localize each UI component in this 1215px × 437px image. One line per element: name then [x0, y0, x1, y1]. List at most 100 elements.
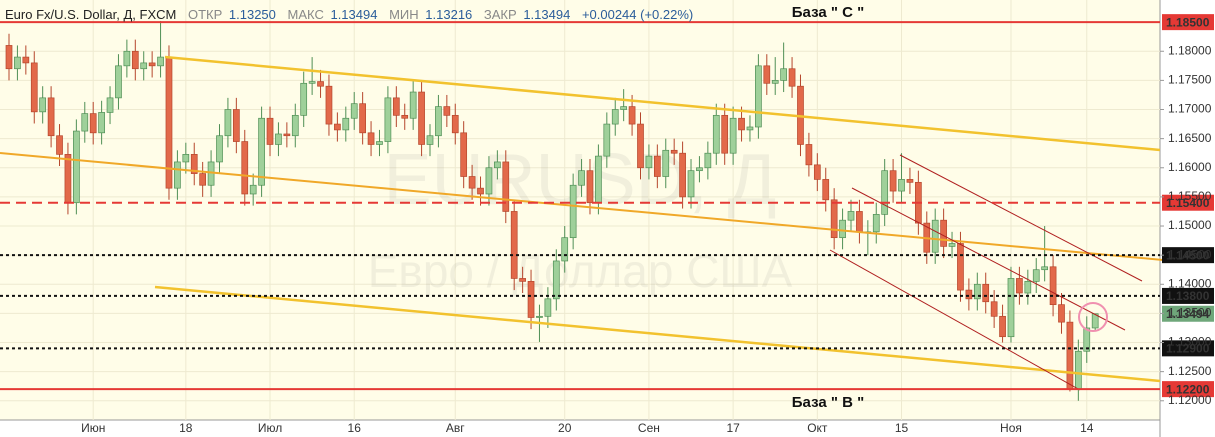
candle-body [510, 211, 518, 279]
candle-body [22, 56, 30, 64]
candle-body [14, 56, 21, 70]
y-tick-label: 1.12500 [1168, 364, 1212, 378]
y-tick-label: 1.18000 [1168, 43, 1212, 57]
candle-body [224, 109, 232, 137]
y-tick-label: 1.17000 [1168, 102, 1212, 116]
candle-body [275, 133, 282, 145]
symbol: Euro Fx/U.S. Dollar, Д, FXCM [5, 7, 176, 22]
candle-body [662, 149, 670, 177]
candle-body [889, 170, 897, 192]
x-tick-label: Авг [446, 421, 465, 435]
annotation: База " В " [792, 394, 864, 411]
candle-body [350, 103, 358, 119]
candle-body [258, 117, 265, 186]
candle-body [30, 62, 38, 113]
time-axis [0, 420, 1160, 437]
candles [5, 20, 1099, 401]
trendline [164, 55, 1161, 152]
y-tick-label: 1.12000 [1168, 393, 1212, 407]
candle-body [451, 114, 459, 134]
level-label-box [1162, 381, 1214, 398]
level-label: 1.18500 [1166, 15, 1210, 29]
y-tick-label: 1.15000 [1168, 218, 1212, 232]
candle-body [115, 65, 122, 99]
candle-body [56, 135, 63, 155]
candle-body [157, 56, 164, 67]
level-label-box [1162, 194, 1214, 211]
y-tick-label: 1.14500 [1168, 247, 1212, 261]
candle-body [131, 50, 139, 70]
candle-body [595, 155, 602, 204]
candle-body [308, 81, 316, 84]
candle-body [1058, 304, 1065, 323]
field-label: МИН [389, 7, 419, 22]
x-tick-label: 20 [558, 421, 572, 435]
candle-body [620, 106, 628, 110]
levels: 1.18500 1.15400 1.14500 1.13800 1.13494 1.129… [0, 14, 1214, 398]
candle-body [780, 68, 787, 81]
candle-body [409, 91, 417, 119]
candle-body [392, 97, 400, 116]
candle-body [637, 123, 644, 169]
candle-body [738, 117, 745, 131]
candle-body [906, 179, 914, 183]
candle-body [342, 117, 350, 131]
candle-body [325, 85, 333, 125]
candle-body [241, 141, 249, 195]
candle-body [931, 219, 939, 253]
candle-body [5, 45, 13, 70]
candle-body [485, 167, 493, 195]
candle-body [123, 50, 131, 67]
candle-body [788, 68, 796, 87]
candle-body [527, 281, 535, 318]
candle-body [216, 135, 223, 163]
candle-body [502, 161, 510, 212]
candle-body [283, 133, 291, 137]
candle-body [174, 161, 181, 189]
candle-body [856, 211, 863, 233]
candle-body [1016, 278, 1023, 294]
candle-body [418, 91, 425, 145]
x-tick-label: 15 [895, 421, 909, 435]
candle-body [89, 113, 97, 134]
candle-body [872, 214, 880, 233]
trendline [0, 152, 1164, 261]
candle-body [611, 109, 619, 125]
candle-body [973, 283, 981, 300]
y-tick-label: 1.14000 [1168, 276, 1212, 290]
candle-body [746, 126, 754, 131]
level-label: 1.13494 [1166, 307, 1210, 321]
candle-body [712, 114, 720, 154]
candle-body [561, 237, 569, 262]
candle-body [334, 123, 341, 131]
candle-body [98, 112, 105, 134]
plot-background [0, 0, 1160, 420]
candle-body [140, 62, 148, 70]
candle-body [73, 130, 80, 204]
y-tick-label: 1.16000 [1168, 160, 1212, 174]
candle-body [586, 170, 594, 204]
candle-body [494, 161, 501, 169]
candle-body [443, 106, 451, 116]
candle-body [1091, 313, 1099, 329]
candle-body [696, 167, 703, 172]
candle-body [771, 80, 779, 84]
candle-body [376, 141, 383, 145]
candle-body [1074, 350, 1082, 390]
field-value: 1.13250 [229, 7, 276, 22]
x-tick-label: Ноя [1000, 421, 1022, 435]
candle-body [603, 123, 611, 157]
level-label: 1.12900 [1166, 342, 1210, 356]
candle-body [687, 170, 695, 198]
candle-body [1024, 281, 1032, 294]
trendlines [0, 55, 1164, 391]
candle-body [1041, 266, 1049, 271]
level-label-box [1162, 287, 1214, 304]
candle-body [990, 301, 998, 317]
candle-body [839, 219, 846, 239]
level-label: 1.12200 [1166, 382, 1210, 396]
field-label: МАКС [288, 7, 324, 22]
change: +0.00244 (+0.22%) [582, 7, 693, 22]
level-label: 1.13800 [1166, 289, 1210, 303]
